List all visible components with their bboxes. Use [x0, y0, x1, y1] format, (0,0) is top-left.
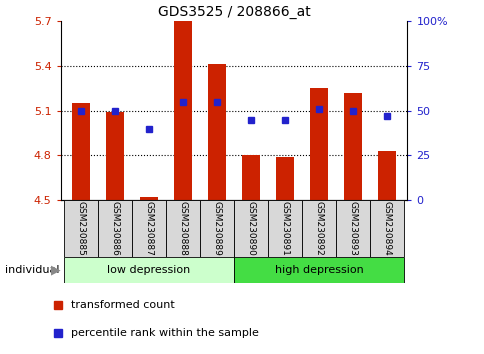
Bar	[233, 257, 403, 283]
Bar	[106, 112, 124, 200]
Bar	[335, 200, 369, 257]
Bar	[166, 200, 199, 257]
Bar	[233, 200, 268, 257]
Text: GSM230892: GSM230892	[314, 201, 323, 256]
Text: GSM230891: GSM230891	[280, 201, 289, 256]
Text: GSM230890: GSM230890	[246, 201, 255, 256]
Text: GSM230893: GSM230893	[348, 201, 357, 256]
Bar	[199, 200, 233, 257]
Text: GSM230886: GSM230886	[110, 201, 119, 256]
Title: GDS3525 / 208866_at: GDS3525 / 208866_at	[157, 5, 310, 19]
Bar	[64, 257, 233, 283]
Text: GSM230888: GSM230888	[178, 201, 187, 256]
Text: GSM230894: GSM230894	[382, 201, 391, 256]
Bar	[377, 151, 395, 200]
Bar	[139, 197, 158, 200]
Bar	[309, 88, 328, 200]
Bar	[64, 200, 98, 257]
Text: individual: individual	[5, 265, 63, 275]
Bar	[275, 157, 294, 200]
Bar	[302, 200, 335, 257]
Bar	[72, 103, 90, 200]
Text: GSM230885: GSM230885	[76, 201, 85, 256]
Bar	[268, 200, 302, 257]
Bar	[369, 200, 403, 257]
Bar	[207, 64, 226, 200]
Bar	[343, 93, 362, 200]
Text: low depression: low depression	[107, 265, 190, 275]
Bar	[132, 200, 166, 257]
Text: GSM230889: GSM230889	[212, 201, 221, 256]
Text: ▶: ▶	[51, 263, 60, 276]
Bar	[173, 21, 192, 200]
Bar	[98, 200, 132, 257]
Text: transformed count: transformed count	[70, 299, 174, 310]
Text: GSM230887: GSM230887	[144, 201, 153, 256]
Text: high depression: high depression	[274, 265, 363, 275]
Text: percentile rank within the sample: percentile rank within the sample	[70, 327, 258, 338]
Bar	[241, 155, 260, 200]
